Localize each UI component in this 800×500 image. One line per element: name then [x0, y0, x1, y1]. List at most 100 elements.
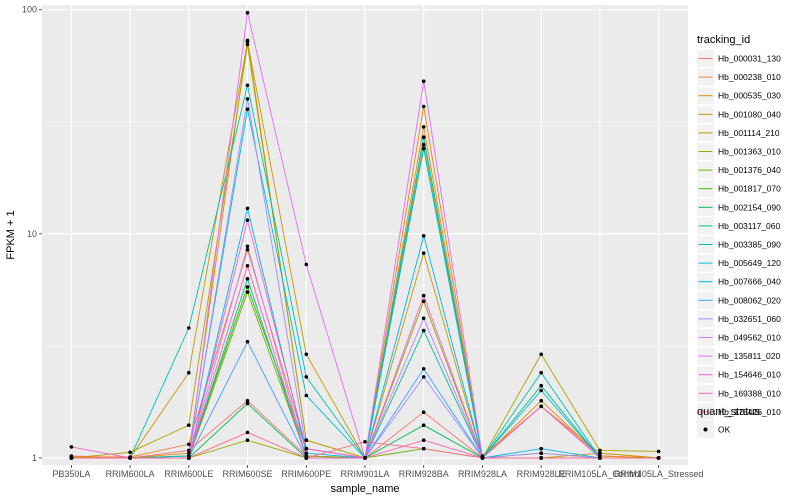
- legend-label: Hb_135811_020: [718, 351, 781, 361]
- data-point: [245, 401, 250, 406]
- data-point: [245, 339, 250, 344]
- data-point: [421, 446, 426, 451]
- data-point: [245, 430, 250, 435]
- data-point: [421, 367, 426, 371]
- y-axis-title: FPKM + 1: [5, 210, 17, 259]
- legend-label: Hb_000031_130: [718, 54, 781, 64]
- data-point: [187, 442, 191, 447]
- legend-label: Hb_007666_040: [718, 277, 781, 287]
- data-point: [187, 423, 191, 428]
- legend-label: Hb_000238_010: [718, 72, 781, 82]
- legend-label: Hb_001817_070: [718, 184, 781, 194]
- data-point: [245, 398, 250, 403]
- x-tick-label: RRIM901LA: [340, 469, 389, 479]
- legend-ok-point-icon: [703, 427, 708, 432]
- data-point: [421, 251, 426, 255]
- data-point: [421, 142, 426, 147]
- y-axis: 1 10 100: [22, 5, 42, 463]
- x-tick-label: RRIM105LA_Stressed: [614, 469, 704, 479]
- x-axis-title: sample_name: [330, 483, 399, 495]
- data-point: [245, 83, 250, 88]
- data-point: [539, 456, 543, 460]
- data-point: [304, 451, 309, 456]
- data-point: [245, 290, 250, 294]
- data-point: [598, 456, 602, 460]
- data-point: [69, 456, 74, 460]
- data-point: [539, 370, 543, 375]
- data-point: [128, 450, 132, 455]
- x-tick-label: RRIM928LE: [517, 469, 566, 479]
- data-point: [69, 445, 74, 449]
- legend-label: Hb_003385_090: [718, 240, 781, 250]
- x-tick-label: RRIM928BA: [399, 469, 449, 479]
- x-axis: PB350LA RRIM600LA RRIM600LE RRIM600SE RRIM60…: [52, 465, 703, 479]
- legend-label: Hb_169388_010: [718, 388, 781, 398]
- data-point: [187, 456, 191, 460]
- y-tick-label: 100: [22, 5, 37, 15]
- data-point: [304, 352, 309, 357]
- data-point: [304, 446, 309, 451]
- data-point: [304, 375, 309, 379]
- data-point: [421, 125, 426, 129]
- legend-label-ok: OK: [718, 425, 731, 435]
- data-point: [363, 440, 367, 444]
- data-point: [421, 146, 426, 151]
- data-point: [304, 438, 309, 443]
- legend-label: Hb_005649_120: [718, 258, 781, 268]
- data-point: [245, 97, 250, 101]
- data-point: [245, 218, 250, 222]
- data-point: [304, 262, 309, 267]
- legend-label: Hb_032651_060: [718, 314, 781, 324]
- data-point: [421, 79, 426, 83]
- data-point: [187, 448, 191, 453]
- legend-label: Hb_049562_010: [718, 333, 781, 343]
- x-tick-label: RRIM600PE: [281, 469, 331, 479]
- data-point: [421, 410, 426, 415]
- x-tick-label: RRIM928LA: [458, 469, 507, 479]
- data-point: [421, 135, 426, 139]
- data-point: [363, 456, 367, 460]
- data-point: [421, 316, 426, 321]
- data-point: [187, 451, 191, 456]
- legend-label: Hb_002154_090: [718, 202, 781, 212]
- data-point: [598, 451, 602, 456]
- data-point: [539, 404, 543, 409]
- data-point: [539, 446, 543, 451]
- legend-label: Hb_008062_020: [718, 295, 781, 305]
- legend-label: Hb_175426_010: [718, 407, 781, 417]
- data-points: [69, 10, 661, 460]
- data-point: [480, 456, 485, 460]
- data-point: [245, 107, 250, 111]
- data-point: [245, 277, 250, 281]
- data-point: [421, 299, 426, 304]
- y-tick-label: 1: [32, 453, 37, 463]
- data-point: [598, 448, 602, 453]
- x-tick-label: RRIM105LA_Control: [558, 469, 641, 479]
- data-point: [656, 456, 661, 460]
- data-point: [187, 370, 191, 375]
- data-point: [245, 285, 250, 289]
- data-point: [421, 438, 426, 443]
- legend-label: Hb_001363_010: [718, 147, 781, 157]
- data-point: [245, 39, 250, 44]
- legend-label: Hb_001376_040: [718, 165, 781, 175]
- legend-label: Hb_001080_040: [718, 109, 781, 119]
- x-tick-label: RRIM600LE: [164, 469, 213, 479]
- x-tick-label: PB350LA: [52, 469, 90, 479]
- x-tick-label: RRIM600SE: [223, 469, 273, 479]
- legend-label: Hb_000535_030: [718, 91, 781, 101]
- data-point: [421, 375, 426, 379]
- legend-title-quant-status: quant_status: [697, 406, 760, 418]
- legend: tracking_id Hb_000031_130 Hb_000238_010 Hb…: [697, 34, 781, 438]
- legend-label: Hb_001114_210: [718, 128, 780, 138]
- data-point: [245, 264, 250, 268]
- data-point: [539, 398, 543, 403]
- data-point: [421, 234, 426, 238]
- data-point: [421, 328, 426, 333]
- data-point: [245, 438, 250, 443]
- data-point: [245, 244, 250, 249]
- data-point: [304, 393, 309, 398]
- data-point: [539, 352, 543, 357]
- legend-label: Hb_003117_060: [718, 221, 781, 231]
